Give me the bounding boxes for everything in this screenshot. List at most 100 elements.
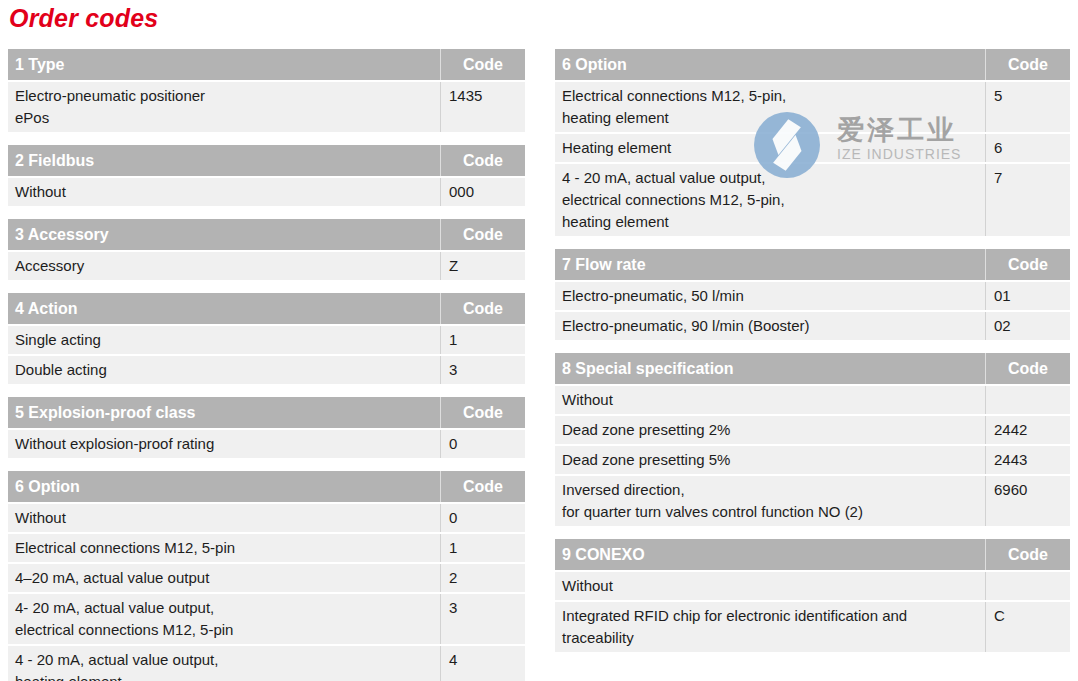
table-title: 7 Flow rate <box>555 249 985 280</box>
code-column-header: Code <box>985 539 1070 570</box>
table-row: 4- 20 mA, actual value output, electrica… <box>8 594 525 644</box>
table-title: 1 Type <box>8 49 440 80</box>
row-description: Integrated RFID chip for electronic iden… <box>555 602 985 652</box>
row-description: 4 - 20 mA, actual value output, heating … <box>8 646 440 681</box>
code-column-header: Code <box>440 145 525 176</box>
row-description: Electro-pneumatic, 50 l/min <box>555 282 985 310</box>
table-row: 4 - 20 mA, actual value output, electric… <box>555 164 1070 236</box>
table-7-flow-rate: 7 Flow rate Code Electro-pneumatic, 50 l… <box>555 249 1070 340</box>
table-5-explosion-proof-class: 5 Explosion-proof class Code Without exp… <box>8 397 525 458</box>
row-code: 6 <box>985 134 1070 162</box>
row-code: Z <box>440 252 525 280</box>
table-row: Heating element 6 <box>555 134 1070 162</box>
table-row: Accessory Z <box>8 252 525 280</box>
row-description: Heating element <box>555 134 985 162</box>
table-title: 8 Special specification <box>555 353 985 384</box>
row-code: 0 <box>440 504 525 532</box>
row-description: Dead zone presetting 5% <box>555 446 985 474</box>
table-row: Integrated RFID chip for electronic iden… <box>555 602 1070 652</box>
row-code: 0 <box>440 430 525 458</box>
row-code: 7 <box>985 164 1070 236</box>
table-row: Dead zone presetting 2% 2442 <box>555 416 1070 444</box>
row-code: 6960 <box>985 476 1070 526</box>
table-title: 2 Fieldbus <box>8 145 440 176</box>
row-code: 3 <box>440 356 525 384</box>
row-description: Accessory <box>8 252 440 280</box>
table-row: Without explosion-proof rating 0 <box>8 430 525 458</box>
table-row: Single acting 1 <box>8 326 525 354</box>
table-9-conexo: 9 CONEXO Code Without Integrated RFID ch… <box>555 539 1070 652</box>
row-description: Without explosion-proof rating <box>8 430 440 458</box>
row-code: 1435 <box>440 82 525 132</box>
table-title: 4 Action <box>8 293 440 324</box>
table-row: Dead zone presetting 5% 2443 <box>555 446 1070 474</box>
row-description: 4- 20 mA, actual value output, electrica… <box>8 594 440 644</box>
table-6-option-continued: 6 Option Code Electrical connections M12… <box>555 49 1070 236</box>
table-8-special-specification: 8 Special specification Code Without Dea… <box>555 353 1070 526</box>
table-row: Without <box>555 386 1070 414</box>
row-description: 4–20 mA, actual value output <box>8 564 440 592</box>
row-code: 000 <box>440 178 525 206</box>
row-description: Single acting <box>8 326 440 354</box>
table-row: Without <box>555 572 1070 600</box>
table-row: 4–20 mA, actual value output 2 <box>8 564 525 592</box>
row-code: 3 <box>440 594 525 644</box>
right-column: 6 Option Code Electrical connections M12… <box>555 49 1070 665</box>
table-row: Double acting 3 <box>8 356 525 384</box>
code-column-header: Code <box>985 353 1070 384</box>
row-code: 02 <box>985 312 1070 340</box>
page-title: Order codes <box>9 4 158 33</box>
row-description: Electro-pneumatic, 90 l/min (Booster) <box>555 312 985 340</box>
row-description: Electrical connections M12, 5-pin <box>8 534 440 562</box>
table-title: 3 Accessory <box>8 219 440 250</box>
table-title: 6 Option <box>8 471 440 502</box>
row-description: Dead zone presetting 2% <box>555 416 985 444</box>
row-description: Electrical connections M12, 5-pin, heati… <box>555 82 985 132</box>
row-code: 5 <box>985 82 1070 132</box>
row-code: 1 <box>440 534 525 562</box>
table-row: 4 - 20 mA, actual value output, heating … <box>8 646 525 681</box>
row-description: Double acting <box>8 356 440 384</box>
table-row: Without 0 <box>8 504 525 532</box>
row-code: 2442 <box>985 416 1070 444</box>
table-4-action: 4 Action Code Single acting 1 Double act… <box>8 293 525 384</box>
table-row: Inversed direction, for quarter turn val… <box>555 476 1070 526</box>
table-row: Electrical connections M12, 5-pin 1 <box>8 534 525 562</box>
table-row: Without 000 <box>8 178 525 206</box>
left-column: 1 Type Code Electro-pneumatic positioner… <box>8 49 525 681</box>
table-title: 5 Explosion-proof class <box>8 397 440 428</box>
table-row: Electrical connections M12, 5-pin, heati… <box>555 82 1070 132</box>
row-code <box>985 386 1070 414</box>
row-code: 1 <box>440 326 525 354</box>
code-column-header: Code <box>440 49 525 80</box>
row-code <box>985 572 1070 600</box>
table-title: 9 CONEXO <box>555 539 985 570</box>
table-title: 6 Option <box>555 49 985 80</box>
row-description: Inversed direction, for quarter turn val… <box>555 476 985 526</box>
table-6-option: 6 Option Code Without 0 Electrical conne… <box>8 471 525 681</box>
order-codes-page: Order codes 1 Type Code Electro-pneumati… <box>0 0 1078 681</box>
code-column-header: Code <box>985 49 1070 80</box>
table-2-fieldbus: 2 Fieldbus Code Without 000 <box>8 145 525 206</box>
row-code: 2 <box>440 564 525 592</box>
table-row: Electro-pneumatic, 90 l/min (Booster) 02 <box>555 312 1070 340</box>
row-description: Without <box>8 178 440 206</box>
row-description: Electro-pneumatic positioner ePos <box>8 82 440 132</box>
row-code: C <box>985 602 1070 652</box>
row-code: 01 <box>985 282 1070 310</box>
table-1-type: 1 Type Code Electro-pneumatic positioner… <box>8 49 525 132</box>
table-3-accessory: 3 Accessory Code Accessory Z <box>8 219 525 280</box>
row-code: 2443 <box>985 446 1070 474</box>
row-description: Without <box>555 572 985 600</box>
code-column-header: Code <box>985 249 1070 280</box>
table-row: Electro-pneumatic positioner ePos 1435 <box>8 82 525 132</box>
row-description: Without <box>555 386 985 414</box>
table-row: Electro-pneumatic, 50 l/min 01 <box>555 282 1070 310</box>
row-code: 4 <box>440 646 525 681</box>
code-column-header: Code <box>440 397 525 428</box>
code-column-header: Code <box>440 219 525 250</box>
row-description: Without <box>8 504 440 532</box>
code-column-header: Code <box>440 293 525 324</box>
row-description: 4 - 20 mA, actual value output, electric… <box>555 164 985 236</box>
code-column-header: Code <box>440 471 525 502</box>
